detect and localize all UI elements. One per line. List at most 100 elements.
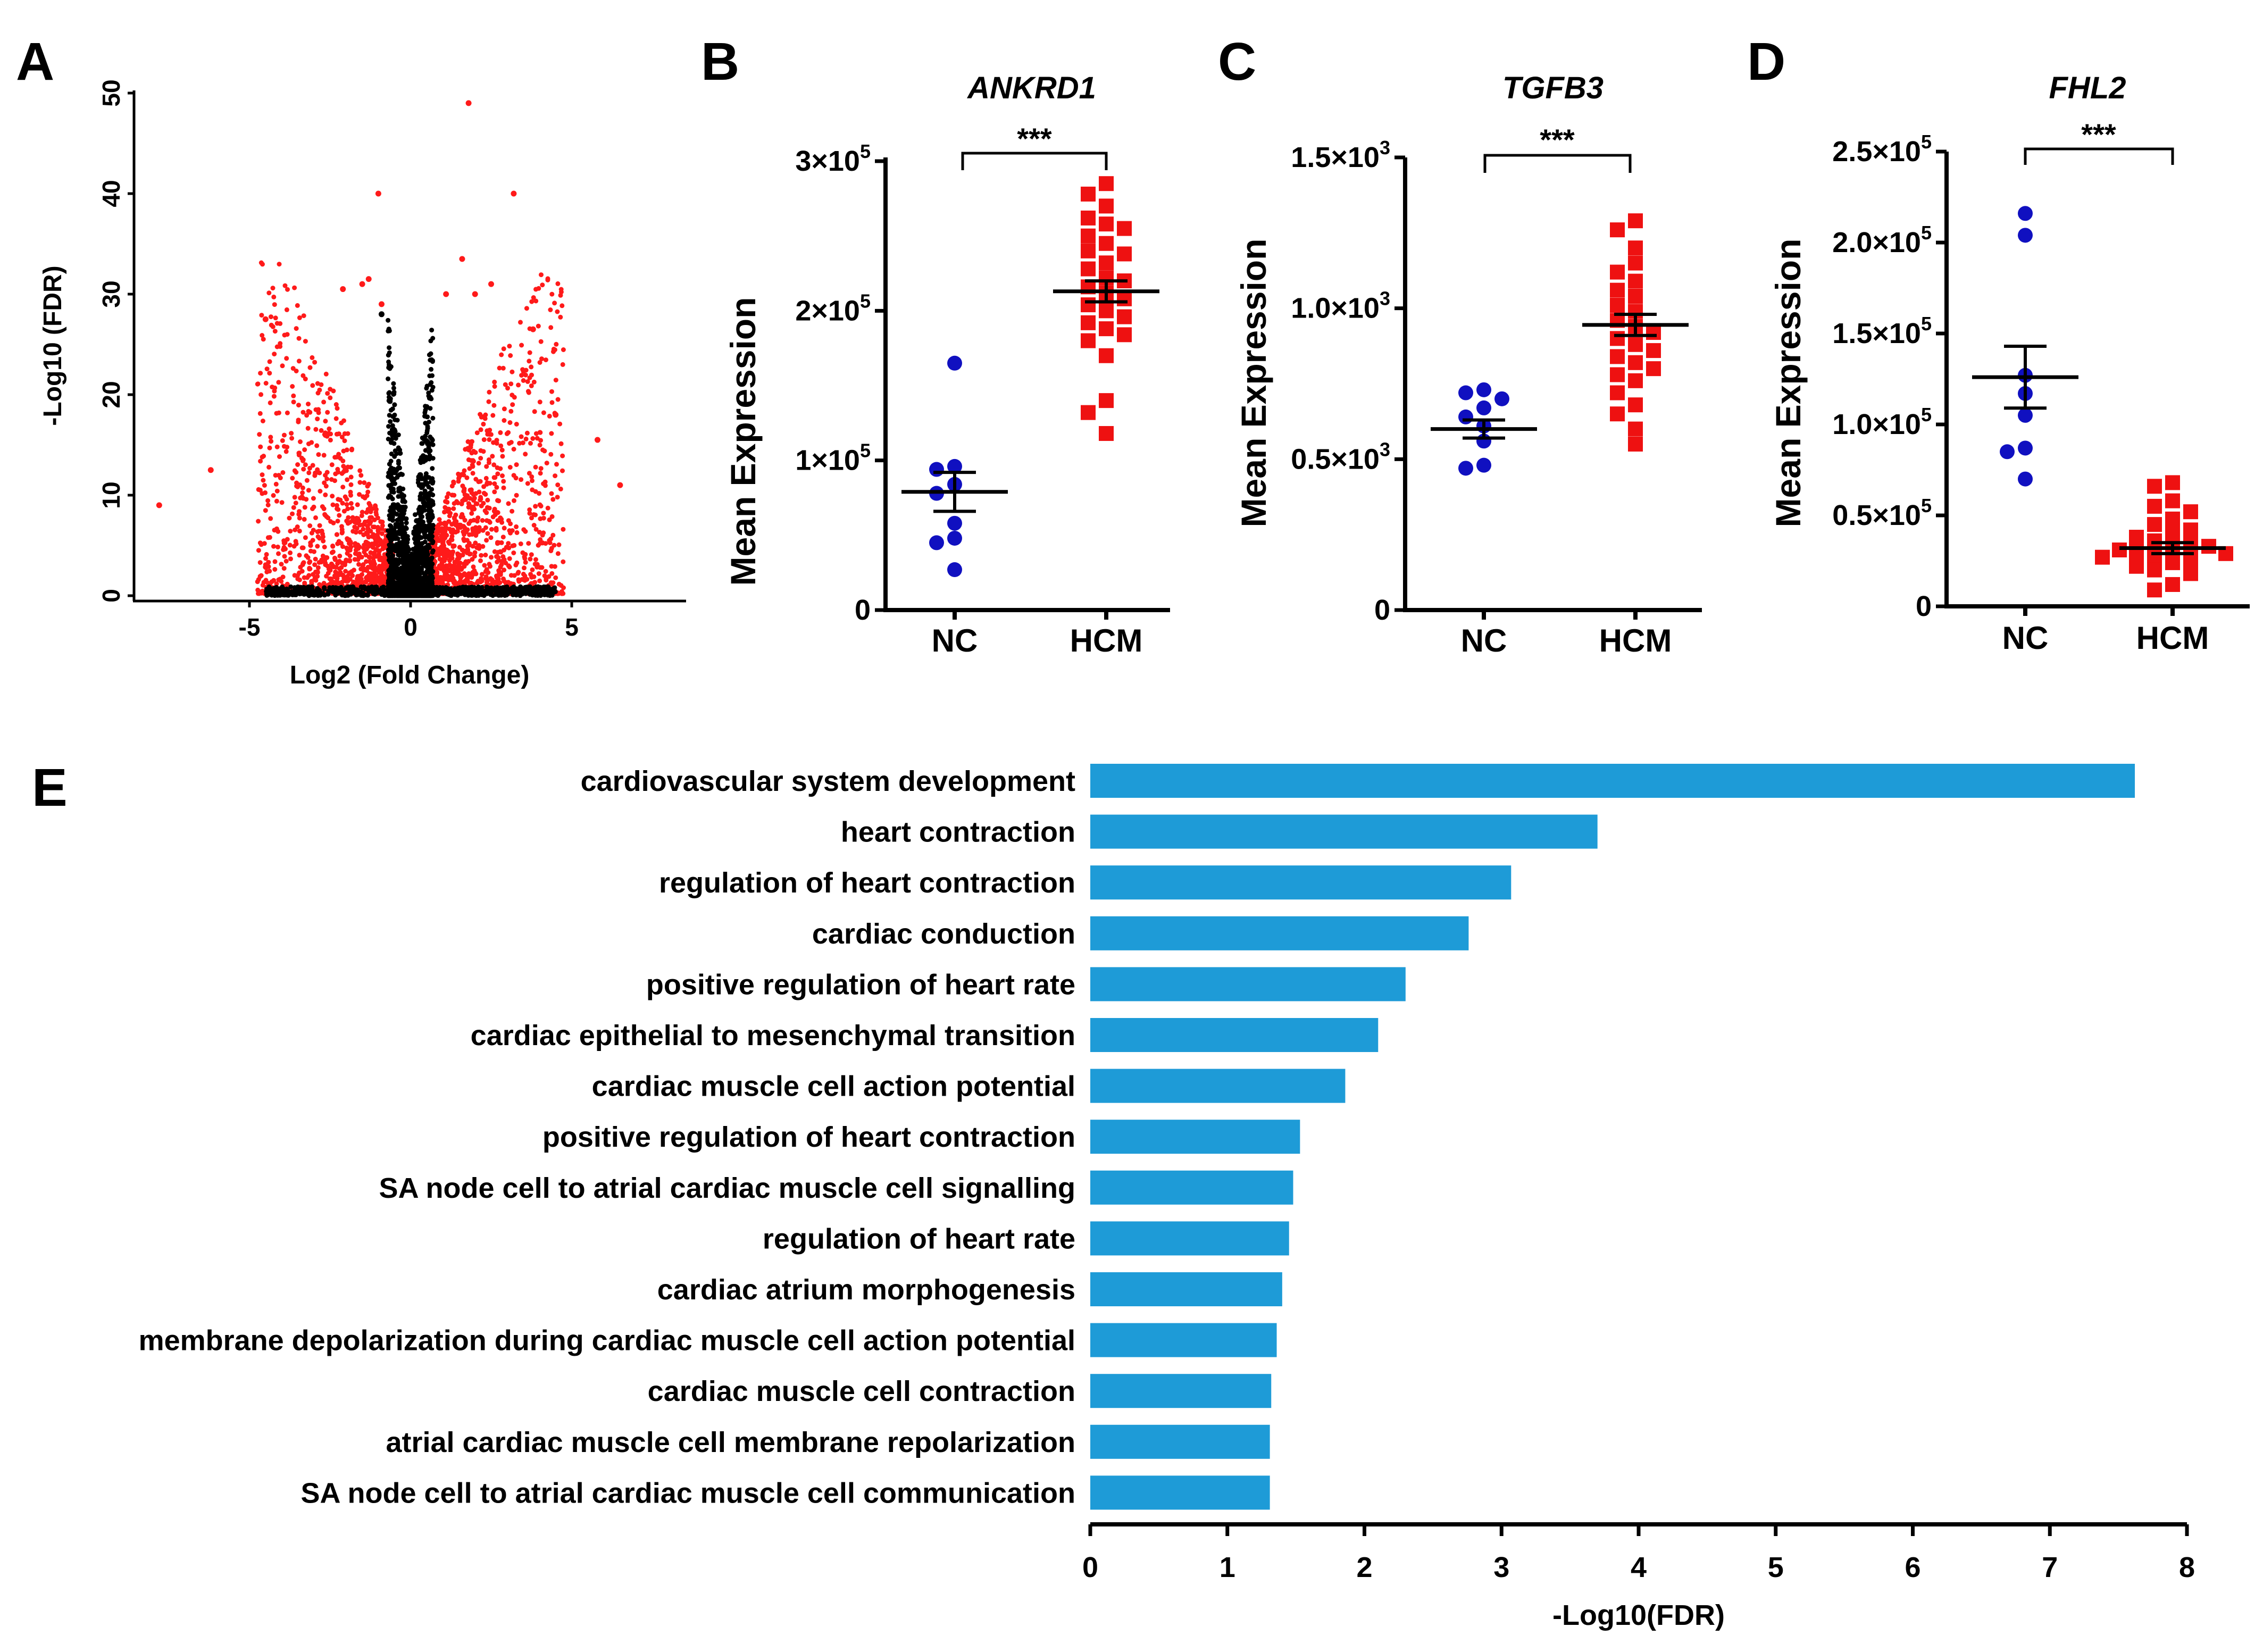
volcano-sig-point [295, 484, 300, 489]
volcano-sig-point [517, 440, 522, 446]
volcano-sig-point [365, 564, 371, 570]
volcano-sig-point [520, 440, 525, 446]
volcano-sig-point [283, 449, 289, 454]
volcano-sig-point [485, 497, 490, 503]
volcano-sig-point [527, 358, 532, 364]
volcano-ns-point [430, 466, 435, 471]
volcano-sig-point [473, 533, 479, 538]
volcano-sig-point [360, 510, 365, 515]
volcano-sig-point [344, 545, 349, 550]
volcano-sig-point [445, 566, 450, 571]
volcano-sig-point [380, 523, 385, 528]
volcano-sig-point [362, 495, 368, 500]
volcano-ns-point [465, 591, 470, 597]
volcano-ns-point [430, 523, 435, 528]
volcano-sig-point [305, 575, 310, 580]
volcano-ns-point [453, 592, 457, 597]
volcano-sig-point [561, 347, 566, 352]
volcano-ns-point [413, 549, 418, 554]
volcano-sig-point [297, 553, 302, 558]
volcano-sig-point [337, 553, 343, 558]
volcano-sig-point [521, 378, 526, 383]
volcano-sig-point [270, 286, 275, 291]
volcano-sig-point [529, 474, 535, 479]
volcano-sig-point [366, 535, 371, 540]
volcano-sig-point [300, 485, 305, 490]
volcano-ns-point [310, 588, 315, 593]
volcano-sig-point [333, 564, 339, 570]
volcano-sig-point [364, 540, 369, 545]
volcano-sig-point [508, 353, 513, 358]
volcano-sig-point [298, 564, 303, 570]
volcano-sig-point [361, 566, 366, 571]
data-point-hcm [1117, 291, 1132, 306]
volcano-sig-point [292, 495, 297, 500]
volcano-sig-point [465, 439, 471, 444]
volcano-ns-point [424, 383, 430, 389]
data-point-nc [947, 355, 962, 371]
volcano-sig-point [523, 452, 528, 457]
volcano-y-tick-label: 0 [97, 589, 125, 603]
panel-b-ankrd1: B ANKRD1 Mean Expression 01×1052×1053×10… [701, 32, 1170, 658]
volcano-sig-point [375, 543, 381, 548]
volcano-sig-point [285, 410, 290, 415]
volcano-ns-point [527, 592, 532, 597]
volcano-sig-point [272, 352, 277, 357]
volcano-sig-point [536, 286, 541, 291]
volcano-sig-outlier [359, 281, 365, 287]
volcano-sig-point [510, 369, 515, 374]
volcano-sig-point [436, 522, 441, 527]
volcano-sig-point [445, 577, 450, 582]
data-point-nc [947, 458, 962, 474]
volcano-sig-point [370, 573, 375, 578]
volcano-sig-point [329, 576, 333, 581]
volcano-sig-point [258, 260, 264, 265]
volcano-ns-point [372, 591, 378, 597]
volcano-ns-point [427, 373, 432, 379]
volcano-sig-point [461, 472, 466, 478]
volcano-sig-point [297, 577, 302, 582]
volcano-ns-point [393, 448, 398, 453]
volcano-sig-point [510, 528, 515, 533]
volcano-ns-point [365, 587, 371, 593]
volcano-ns-point [429, 579, 435, 584]
volcano-sig-point [473, 525, 478, 530]
volcano-sig-point [294, 480, 299, 486]
volcano-sig-point [324, 470, 330, 475]
volcano-sig-point [290, 366, 296, 371]
volcano-ns-point [425, 515, 431, 521]
volcano-sig-point [516, 382, 521, 388]
volcano-sig-point [265, 503, 271, 507]
volcano-sig-point [364, 510, 369, 515]
volcano-sig-point [268, 516, 273, 521]
volcano-sig-point [288, 550, 293, 555]
volcano-sig-point [377, 563, 382, 569]
volcano-sig-point [459, 502, 464, 506]
volcano-sig-point [508, 521, 513, 527]
volcano-sig-point [335, 532, 339, 537]
volcano-sig-point [326, 431, 331, 436]
volcano-ns-point [419, 575, 424, 581]
volcano-sig-point [259, 313, 264, 318]
volcano-sig-point [526, 390, 531, 395]
volcano-sig-point [555, 397, 561, 402]
volcano-sig-point [261, 337, 266, 342]
volcano-sig-point [558, 314, 563, 320]
volcano-sig-point [258, 371, 263, 376]
volcano-sig-point [462, 579, 467, 584]
volcano-ns-point [400, 560, 405, 565]
volcano-sig-point [533, 464, 538, 470]
volcano-sig-point [278, 344, 283, 349]
volcano-ns-point [392, 511, 397, 516]
volcano-sig-point [297, 528, 302, 533]
volcano-sig-point [457, 572, 463, 577]
volcano-ns-point [422, 410, 428, 415]
volcano-sig-point [271, 394, 277, 399]
volcano-ns-point [398, 585, 404, 590]
volcano-sig-point [540, 447, 545, 453]
volcano-sig-point [292, 468, 297, 473]
volcano-x-tick-label: -5 [239, 613, 261, 641]
volcano-sig-point [349, 446, 355, 452]
volcano-sig-point [533, 557, 538, 562]
volcano-sig-point [453, 512, 458, 518]
